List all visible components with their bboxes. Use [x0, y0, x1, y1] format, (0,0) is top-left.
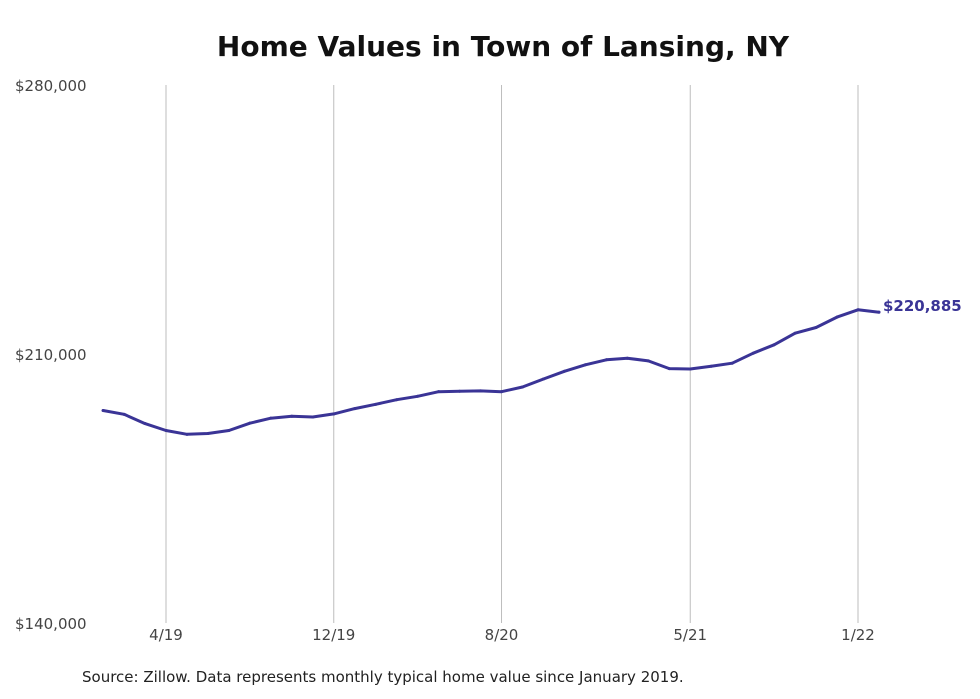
data-point	[101, 408, 105, 412]
data-point	[395, 398, 399, 402]
data-point	[604, 358, 608, 362]
data-point	[751, 351, 755, 355]
data-point	[185, 432, 189, 436]
data-point	[374, 402, 378, 406]
data-point	[332, 412, 336, 416]
data-point	[520, 385, 524, 389]
gridlines	[165, 85, 859, 623]
data-point	[646, 359, 650, 363]
data-point	[856, 308, 860, 312]
data-point	[814, 325, 818, 329]
data-point	[625, 356, 629, 360]
data-point	[311, 415, 315, 419]
data-point	[248, 421, 252, 425]
source-note: Source: Zillow. Data represents monthly …	[82, 668, 684, 686]
data-point	[479, 389, 483, 393]
line-chart: $280,000 $210,000 $140,000 4/19 12/19 8/20 5/…	[15, 77, 962, 644]
data-point	[583, 363, 587, 367]
y-tick-label: $140,000	[15, 615, 87, 633]
data-point	[793, 331, 797, 335]
x-axis-ticks: 4/19 12/19 8/20 5/21 1/22	[149, 626, 875, 644]
data-point	[835, 315, 839, 319]
data-point	[269, 416, 273, 420]
y-tick-label: $280,000	[15, 77, 87, 95]
data-point	[562, 369, 566, 373]
data-point	[500, 390, 504, 394]
series-layer: $220,885	[101, 297, 962, 436]
x-tick-label: 12/19	[312, 626, 355, 644]
x-tick-label: 8/20	[485, 626, 519, 644]
x-tick-label: 4/19	[149, 626, 183, 644]
data-point	[206, 432, 210, 436]
data-point	[541, 377, 545, 381]
data-point	[772, 343, 776, 347]
data-point	[416, 394, 420, 398]
y-axis-ticks: $280,000 $210,000 $140,000	[15, 77, 87, 633]
data-point	[877, 310, 881, 314]
chart-title: Home Values in Town of Lansing, NY	[216, 30, 790, 63]
series-line	[101, 308, 881, 436]
end-value-label: $220,885	[883, 297, 962, 315]
data-point	[164, 428, 168, 432]
data-point	[437, 390, 441, 394]
data-point	[143, 422, 147, 426]
x-tick-label: 5/21	[673, 626, 707, 644]
y-tick-label: $210,000	[15, 346, 87, 364]
data-point	[122, 412, 126, 416]
data-point	[227, 428, 231, 432]
data-point	[353, 407, 357, 411]
x-tick-label: 1/22	[841, 626, 875, 644]
data-point	[688, 367, 692, 371]
data-point	[458, 389, 462, 393]
data-point	[730, 361, 734, 365]
data-point	[667, 367, 671, 371]
data-point	[290, 414, 294, 418]
data-point	[709, 364, 713, 368]
